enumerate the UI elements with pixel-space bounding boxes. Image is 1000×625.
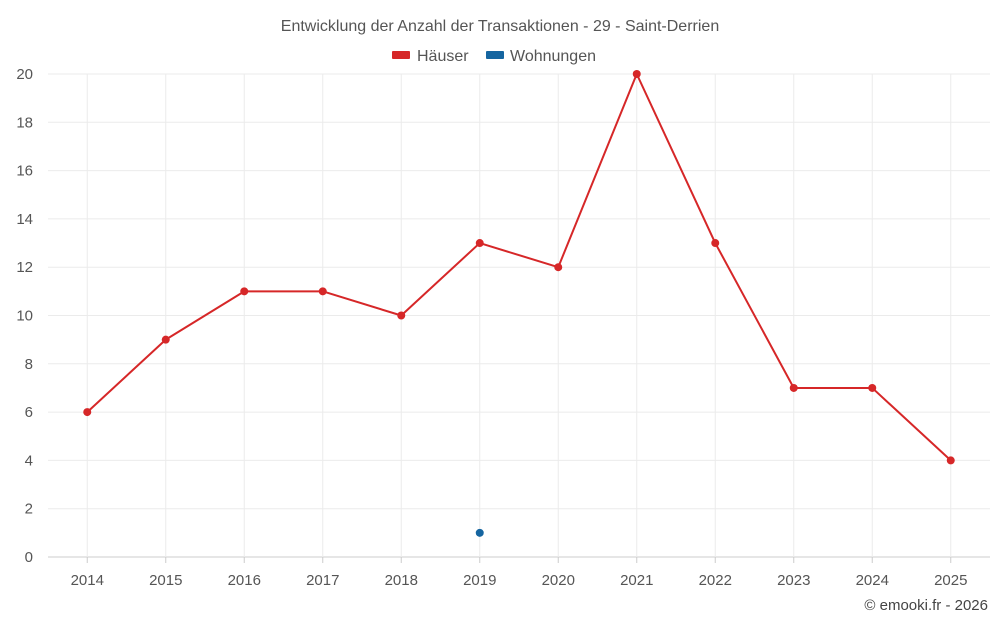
data-point-haeuser[interactable] bbox=[946, 456, 955, 465]
y-tick-label: 14 bbox=[16, 211, 33, 228]
y-tick-label: 0 bbox=[25, 549, 33, 566]
data-point-wohnungen[interactable] bbox=[475, 528, 484, 537]
data-point-haeuser[interactable] bbox=[318, 287, 327, 296]
y-tick-label: 2 bbox=[25, 501, 33, 518]
y-tick-label: 8 bbox=[25, 356, 33, 373]
x-tick-label: 2019 bbox=[463, 572, 496, 589]
data-point-haeuser[interactable] bbox=[789, 383, 798, 392]
x-tick-label: 2022 bbox=[699, 572, 732, 589]
y-tick-label: 4 bbox=[25, 452, 33, 469]
x-tick-label: 2020 bbox=[542, 572, 575, 589]
x-tick-label: 2021 bbox=[620, 572, 653, 589]
x-tick-label: 2024 bbox=[856, 572, 889, 589]
y-tick-label: 10 bbox=[16, 308, 33, 325]
data-point-haeuser[interactable] bbox=[868, 383, 877, 392]
x-axis-ticks: 2014 2015 2016 2017 2018 2019 2020 2021 2022 2023… bbox=[71, 557, 967, 589]
data-point-haeuser[interactable] bbox=[397, 311, 406, 320]
grid bbox=[48, 73, 990, 558]
series bbox=[83, 70, 955, 537]
x-tick-label: 2015 bbox=[149, 572, 182, 589]
x-tick-label: 2018 bbox=[385, 572, 418, 589]
x-tick-label: 2023 bbox=[777, 572, 810, 589]
x-tick-label: 2025 bbox=[934, 572, 967, 589]
legend-item-haeuser[interactable]: Häuser bbox=[392, 48, 469, 65]
chart-title: Entwicklung der Anzahl der Transaktionen… bbox=[281, 18, 719, 35]
legend-label-haeuser: Häuser bbox=[417, 48, 469, 65]
legend-item-wohnungen[interactable]: Wohnungen bbox=[486, 48, 596, 65]
credit-text: © emooki.fr - 2026 bbox=[864, 597, 988, 614]
series-line-haeuser bbox=[86, 73, 952, 462]
data-point-haeuser[interactable] bbox=[554, 263, 563, 272]
x-tick-label: 2016 bbox=[228, 572, 261, 589]
data-point-haeuser[interactable] bbox=[632, 70, 641, 78]
data-point-haeuser[interactable] bbox=[711, 239, 720, 248]
y-tick-label: 18 bbox=[16, 114, 33, 131]
legend-swatch-wohnungen bbox=[486, 51, 504, 59]
y-tick-label: 16 bbox=[16, 163, 33, 180]
y-tick-label: 6 bbox=[25, 404, 33, 421]
y-tick-label: 12 bbox=[16, 259, 33, 276]
data-point-haeuser[interactable] bbox=[161, 335, 170, 344]
legend-label-wohnungen: Wohnungen bbox=[510, 48, 596, 65]
data-point-haeuser[interactable] bbox=[83, 408, 92, 417]
x-tick-label: 2017 bbox=[306, 572, 339, 589]
y-tick-label: 20 bbox=[16, 66, 33, 83]
data-point-haeuser[interactable] bbox=[475, 239, 484, 248]
legend: Häuser Wohnungen bbox=[392, 48, 596, 65]
x-tick-label: 2014 bbox=[71, 572, 104, 589]
data-point-haeuser[interactable] bbox=[240, 287, 249, 296]
legend-swatch-haeuser bbox=[392, 51, 410, 59]
y-axis-ticks: 0 2 4 6 8 10 12 14 16 18 20 bbox=[16, 66, 33, 566]
